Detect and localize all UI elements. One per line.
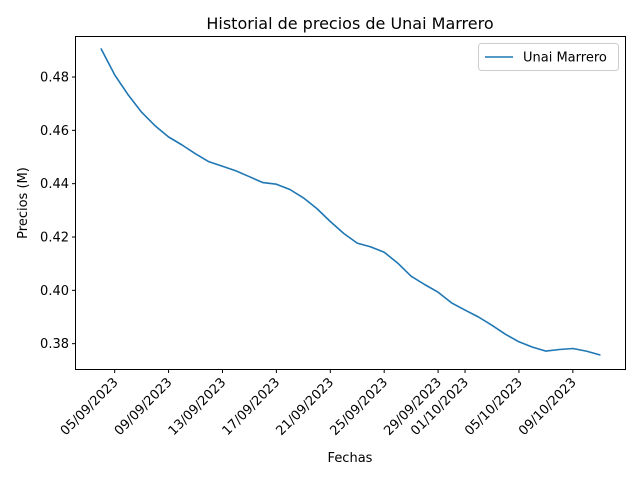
x-axis-label: Fechas	[328, 451, 373, 466]
y-axis: 0.38 0.40 0.42 0.44 0.46 0.48	[40, 71, 76, 352]
legend-box	[478, 43, 619, 71]
legend-label: Unai Marrero	[523, 51, 607, 66]
y-tick-label: 0.48	[40, 71, 69, 86]
y-tick-label: 0.44	[40, 177, 69, 192]
axes-frame	[75, 36, 626, 370]
plot-area	[75, 36, 626, 370]
series-line-unai-marrero	[100, 48, 601, 356]
y-axis-label: Precios (M)	[16, 167, 31, 239]
y-tick-label: 0.38	[40, 337, 69, 352]
legend: Unai Marrero	[478, 43, 619, 71]
y-tick-label: 0.42	[40, 231, 69, 246]
y-tick-label: 0.46	[40, 124, 69, 139]
chart-title: Historial de precios de Unai Marrero	[206, 14, 493, 33]
y-tick-label: 0.40	[40, 284, 69, 299]
